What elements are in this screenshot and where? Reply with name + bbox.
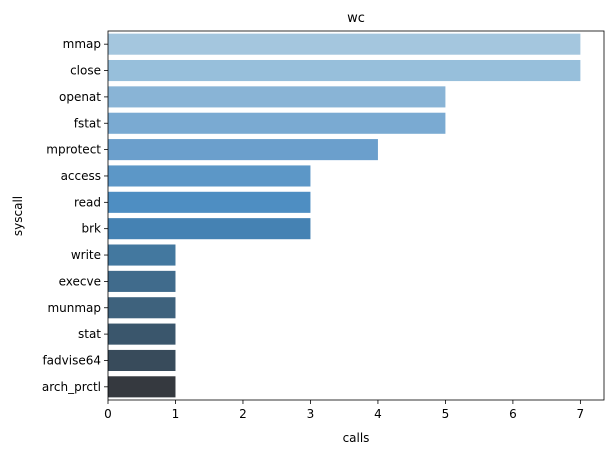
bar-fadvise64 (108, 349, 176, 372)
x-tick-label: 1 (172, 407, 180, 421)
axes-frame (107, 30, 605, 401)
x-tick-label: 2 (239, 407, 247, 421)
y-tick-label: arch_prctl (42, 380, 101, 394)
y-tick-label: fadvise64 (42, 353, 101, 367)
plot-border (107, 30, 605, 401)
bar-write (108, 244, 176, 266)
y-tick-label: mmap (63, 37, 101, 51)
x-tick-label: 0 (104, 407, 112, 421)
bar-brk (108, 218, 311, 240)
y-tick-label: openat (59, 90, 101, 104)
bar-mprotect (108, 139, 378, 161)
y-tick-label: access (61, 169, 101, 183)
y-tick-label: mprotect (46, 143, 101, 157)
bar-stat (108, 323, 176, 345)
x-axis-label: calls (343, 431, 370, 445)
bar-read (108, 191, 311, 213)
x-tick-label: 4 (374, 407, 382, 421)
y-tick-label: close (70, 64, 101, 78)
bars-group (108, 33, 581, 398)
x-tick-label: 6 (509, 407, 517, 421)
y-tick-label: stat (78, 327, 101, 341)
y-tick-label: execve (59, 274, 101, 288)
bar-access (108, 165, 311, 187)
y-axis-label: syscall (11, 196, 25, 236)
x-tick-label: 5 (442, 407, 450, 421)
y-tick-label: fstat (74, 116, 102, 130)
chart-title: wc (347, 11, 365, 26)
y-tick-label: munmap (47, 301, 101, 315)
x-tick-label: 7 (577, 407, 585, 421)
x-tick-label: 3 (307, 407, 315, 421)
bar-munmap (108, 297, 176, 319)
bar-close (108, 59, 581, 82)
x-axis-ticks: 0 1 2 3 4 5 6 7 (104, 400, 584, 421)
y-tick-label: write (71, 248, 101, 262)
bar-fstat (108, 112, 446, 134)
y-tick-label: brk (82, 222, 102, 236)
bar-mmap (108, 33, 581, 55)
y-tick-label: read (74, 195, 101, 209)
bar-openat (108, 86, 446, 108)
y-axis-categories: mmap close openat fstat mprotect access read br… (42, 37, 108, 394)
bar-execve (108, 270, 176, 292)
bar-arch_prctl (108, 376, 176, 398)
